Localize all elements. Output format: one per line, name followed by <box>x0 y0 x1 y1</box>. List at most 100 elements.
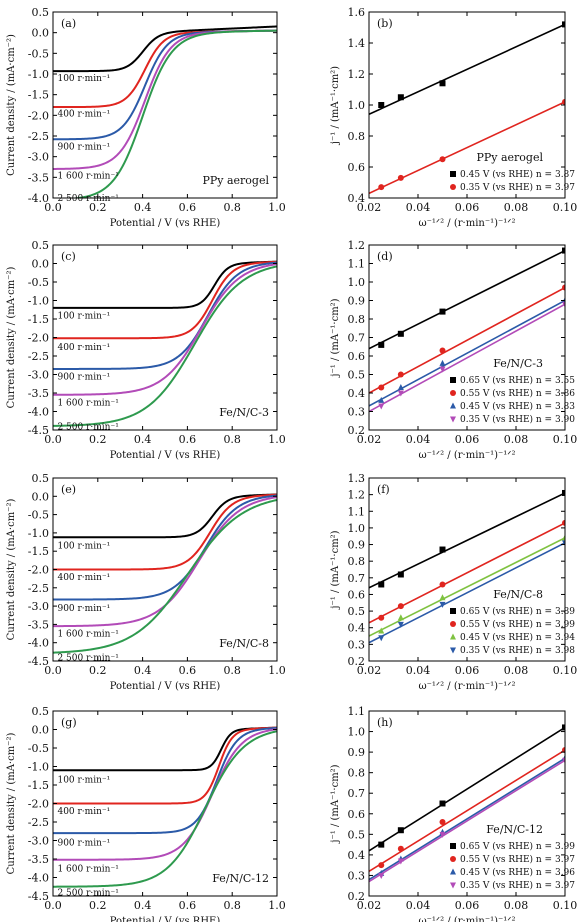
plot-area <box>369 247 565 413</box>
y-tick-label: -2.5 <box>28 816 49 829</box>
y-tick-label: 0.3 <box>348 638 366 651</box>
rotation-rate-label: 100 r·min⁻¹ <box>57 775 110 785</box>
data-point <box>378 627 385 634</box>
y-tick-label: -3.0 <box>28 835 49 848</box>
data-point <box>562 724 565 731</box>
y-tick-label: 0.8 <box>348 555 366 568</box>
y-tick-label: 0.0 <box>32 724 50 737</box>
chart-panel-b: 0.02 0.04 0.06 0.08 0.10 0.4 0.6 0.8 1.0 1.2 1.4 1.… <box>330 6 577 229</box>
x-tick-label: 0.2 <box>89 899 107 912</box>
plot-area <box>369 489 565 644</box>
lsv-curve-2 <box>53 29 277 141</box>
x-tick-label: 0.2 <box>89 201 107 214</box>
legend-entry: 0.55 V (vs RHE) n = 3.86 <box>460 388 575 399</box>
x-tick-label: 0.6 <box>179 433 197 446</box>
legend-entry: 0.45 V (vs RHE) n = 3.94 <box>460 632 575 643</box>
y-tick-label: 0.2 <box>348 890 366 903</box>
data-point <box>397 174 404 181</box>
rotation-rate-label: 900 r·min⁻¹ <box>57 372 110 382</box>
legend-marker <box>450 856 456 862</box>
lsv-curve-2 <box>53 494 277 601</box>
y-tick-label: -3.0 <box>28 151 49 164</box>
x-tick-label: 0.04 <box>406 433 431 446</box>
x-tick-label: 0.04 <box>406 201 431 214</box>
data-point <box>378 862 385 869</box>
data-point <box>439 308 446 315</box>
legend-marker <box>450 402 456 409</box>
data-point <box>439 359 446 366</box>
legend-marker <box>450 633 456 640</box>
data-point <box>562 247 565 254</box>
data-point <box>439 80 446 87</box>
lsv-curve-2 <box>53 726 277 835</box>
y-tick-label: 1.2 <box>348 68 366 81</box>
x-tick-label: 0.6 <box>179 899 197 912</box>
plot-area <box>53 493 277 654</box>
y-tick-label: 0.5 <box>32 472 50 485</box>
rotation-rate-label: 100 r·min⁻¹ <box>57 542 110 552</box>
rotation-rate-label: 2 500 r·min⁻¹ <box>57 888 118 898</box>
x-tick-label: 0.0 <box>44 664 62 677</box>
rotation-rate-label: 400 r·min⁻¹ <box>57 573 110 583</box>
panel-label: (c) <box>61 250 76 263</box>
y-tick-label: 0.2 <box>348 424 366 437</box>
sample-label: PPy aerogel <box>202 174 269 187</box>
y-tick-label: -2.0 <box>28 109 49 122</box>
data-point <box>397 371 404 378</box>
y-tick-label: 0.8 <box>348 313 366 326</box>
y-tick-label: 1.0 <box>348 276 366 289</box>
y-tick-label: 0.7 <box>348 787 366 800</box>
y-tick-label: -3.0 <box>28 600 49 613</box>
y-tick-label: 0.0 <box>32 258 50 271</box>
data-point <box>397 571 404 578</box>
panel-label: (h) <box>377 716 393 729</box>
x-tick-label: 0.4 <box>134 201 152 214</box>
x-tick-label: 0.10 <box>553 433 578 446</box>
legend-marker <box>450 647 456 654</box>
data-point <box>439 546 446 553</box>
legend-entry: 0.55 V (vs RHE) n = 3.99 <box>460 619 575 630</box>
y-tick-label: -0.5 <box>28 509 49 522</box>
sample-label: PPy aerogel <box>476 151 543 164</box>
rotation-rate-label: 1 600 r·min⁻¹ <box>57 864 118 874</box>
x-tick-label: 0.6 <box>179 201 197 214</box>
y-tick-label: 0.7 <box>348 332 366 345</box>
data-point <box>562 747 565 754</box>
y-tick-label: 1.4 <box>348 37 366 50</box>
y-tick-label: 1.3 <box>348 472 366 485</box>
legend-marker <box>450 621 456 627</box>
y-tick-label: 0.6 <box>348 588 366 601</box>
sample-label: Fe/N/C-3 <box>493 357 543 370</box>
panel-label: (d) <box>377 250 393 263</box>
lsv-curve-0 <box>53 493 277 539</box>
rotation-rate-label: 1 600 r·min⁻¹ <box>57 171 118 181</box>
y-tick-label: -4.0 <box>28 406 49 419</box>
lsv-curve-1 <box>53 493 277 571</box>
legend-marker <box>450 882 456 889</box>
x-tick-label: 0.10 <box>553 664 578 677</box>
x-tick-label: 1.0 <box>268 899 286 912</box>
plot-area <box>369 724 565 883</box>
y-tick-label: 1.2 <box>348 239 366 252</box>
data-point <box>397 858 404 865</box>
y-tick-label: -1.5 <box>28 545 49 558</box>
legend-entry: 0.65 V (vs RHE) n = 3.89 <box>460 606 575 617</box>
x-tick-label: 0.8 <box>223 201 241 214</box>
data-point <box>378 384 385 391</box>
y-tick-label: 0.4 <box>348 849 366 862</box>
data-point <box>378 614 385 621</box>
x-axis-label: Potential / V (vs RHE) <box>110 681 221 692</box>
rotation-rate-label: 100 r·min⁻¹ <box>57 74 110 84</box>
y-tick-label: 0.5 <box>348 828 366 841</box>
rotation-rate-label: 900 r·min⁻¹ <box>57 838 110 848</box>
y-tick-label: 0.3 <box>348 869 366 882</box>
x-tick-label: 0.06 <box>455 433 480 446</box>
y-tick-label: -1.5 <box>28 313 49 326</box>
plot-area <box>53 25 277 198</box>
rotation-rate-label: 400 r·min⁻¹ <box>57 807 110 817</box>
data-point <box>397 614 404 621</box>
y-tick-label: -1.0 <box>28 527 49 540</box>
data-point <box>397 383 404 390</box>
chart-panel-h: 0.02 0.04 0.06 0.08 0.10 0.2 0.3 0.4 0.5 0.6 0.7 0.… <box>330 705 577 922</box>
x-tick-label: 0.04 <box>406 664 431 677</box>
